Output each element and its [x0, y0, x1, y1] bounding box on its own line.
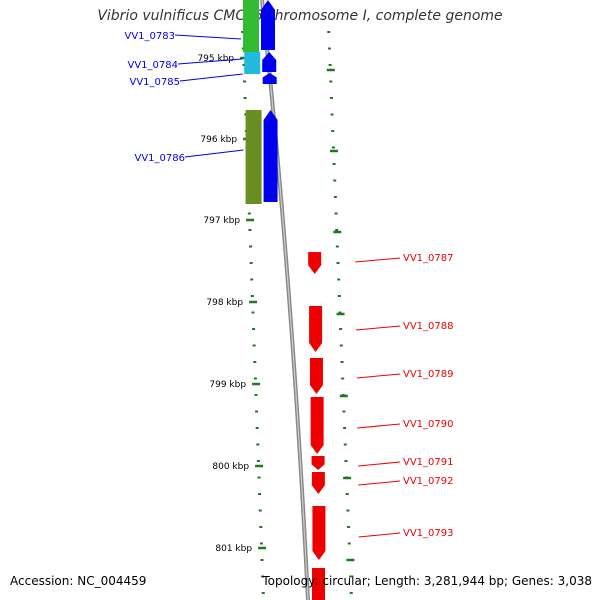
kbp-label: 799 kbp [209, 380, 246, 390]
forward-gene-arrow [261, 0, 275, 50]
kbp-label: 801 kbp [215, 544, 252, 554]
label-leader [356, 373, 401, 379]
backbone-layer [260, 0, 310, 600]
kbp-label: 797 kbp [203, 216, 240, 226]
forward-gene-label: VV1_0786 [135, 153, 186, 164]
label-leader [357, 423, 401, 429]
gene-layer [243, 0, 326, 600]
kbp-label: 798 kbp [206, 298, 243, 308]
forward-gene-label: VV1_0784 [128, 60, 179, 71]
label-leader [358, 480, 401, 486]
backbone-arc [260, 0, 310, 600]
reverse-gene-arrow [312, 506, 326, 560]
label-leader [174, 34, 242, 40]
topology-summary: Topology: circular; Length: 3,281,944 bp… [262, 574, 592, 588]
cog-box [243, 0, 259, 52]
kbp-label: 800 kbp [212, 462, 249, 472]
reverse-gene-label: VV1_0790 [403, 419, 454, 430]
label-leader [355, 257, 401, 263]
reverse-gene-arrow [308, 252, 322, 274]
reverse-gene-label: VV1_0787 [403, 253, 454, 264]
reverse-gene-arrow [311, 472, 325, 494]
cog-box [244, 52, 261, 74]
forward-gene-arrow [262, 73, 277, 84]
label-leader [358, 461, 401, 467]
accession-text: Accession: NC_004459 [10, 574, 147, 588]
map-title: Vibrio vulnificus CMCP6 chromosome I, co… [97, 8, 503, 24]
reverse-gene-label: VV1_0788 [403, 321, 454, 332]
label-layer: 795 kbp 796 kbp 797 kbp 798 kbp 799 kbp 800 k… [125, 31, 454, 554]
reverse-gene-label: VV1_0789 [403, 369, 454, 380]
forward-gene-arrow [263, 110, 278, 202]
forward-gene-label: VV1_0785 [130, 77, 181, 88]
cog-box [245, 110, 262, 204]
reverse-gene-label: VV1_0793 [403, 528, 454, 539]
reverse-gene-arrow [311, 456, 325, 470]
label-leader [184, 149, 244, 158]
kbp-label: 795 kbp [197, 54, 234, 64]
label-leader [177, 58, 243, 65]
reverse-gene-arrow [312, 568, 325, 600]
label-leader [356, 325, 401, 331]
forward-gene-label: VV1_0783 [125, 31, 176, 42]
label-leader [179, 73, 243, 82]
reverse-gene-arrow [310, 397, 324, 454]
reverse-gene-label: VV1_0792 [403, 476, 454, 487]
reverse-gene-arrow [309, 358, 323, 394]
kbp-label: 796 kbp [200, 135, 237, 145]
forward-gene-arrow [262, 52, 277, 72]
backbone-highlight [261, 0, 309, 600]
reverse-gene-arrow [309, 306, 323, 352]
reverse-gene-label: VV1_0791 [403, 457, 454, 468]
label-leader [358, 532, 401, 538]
